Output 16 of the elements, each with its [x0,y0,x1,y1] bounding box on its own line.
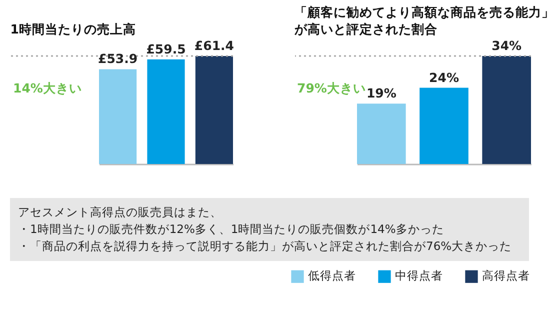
text: ・「商品の利点を説得力を持って説明する能力」が高いと評定された割合が76%大きかった [18,238,513,255]
annotation: 14%大きい [13,80,82,96]
data-label: 24% [429,70,460,85]
annotation: 79%大きい [297,80,366,96]
data-label: £53.9 [98,51,138,66]
text: アセスメント高得点の販売員はまた、 [18,204,223,221]
data-label: £59.5 [146,41,186,56]
data-label: £61.4 [194,38,234,53]
text: ・1時間当たりの販売件数が12%多く、1時間当たりの販売個数が14%多かった [18,221,445,238]
legend-label: 中得点者 [395,268,443,283]
legend-label: 高得点者 [482,268,530,283]
chart-title: 「顧客に勧めてより高額な商品を売る能力」が高いと評定された割合 [293,4,550,36]
legend-label: 低得点者 [308,268,356,283]
data-label: 34% [492,38,522,53]
chart-title: 1時間当たりの売上高 [10,22,136,36]
data-label: 19% [366,86,397,101]
